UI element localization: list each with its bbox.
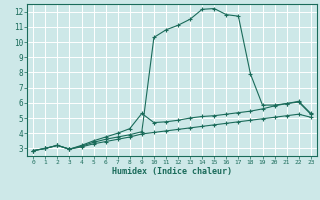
X-axis label: Humidex (Indice chaleur): Humidex (Indice chaleur) [112,167,232,176]
